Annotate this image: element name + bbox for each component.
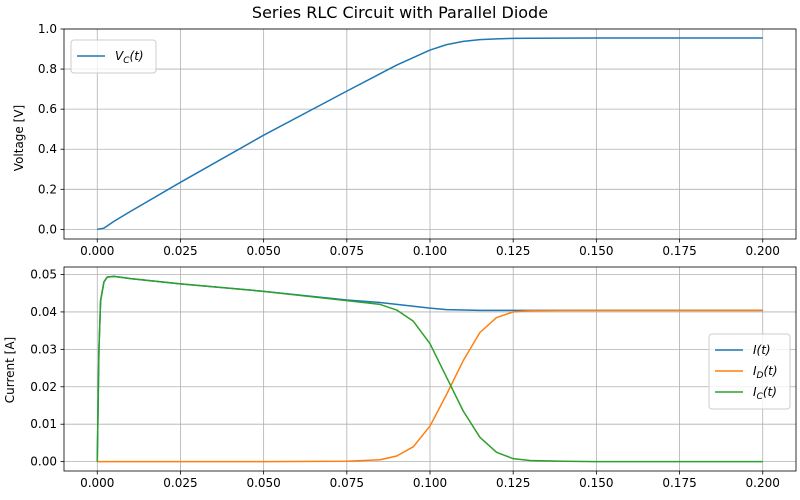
voltage-y-tick-label: 1.0 [38, 22, 57, 36]
voltage-legend: VC(t) [70, 39, 157, 74]
voltage-x-tick-label: 0.175 [662, 244, 696, 258]
current-y-tick-label: 0.04 [30, 305, 57, 319]
current-y-tick-label: 0.01 [30, 417, 57, 431]
current-x-tick-label: 0.175 [662, 476, 696, 490]
voltage-x-tick-label: 0.125 [496, 244, 530, 258]
current-x-tick-label: 0.025 [163, 476, 197, 490]
current-x-tick-label: 0.000 [80, 476, 114, 490]
voltage-y-tick-label: 0.0 [38, 222, 57, 236]
current-x-tick-label: 0.125 [496, 476, 530, 490]
figure-title: Series RLC Circuit with Parallel Diode [252, 3, 548, 22]
current-legend-frame [708, 333, 791, 410]
current-y-tick-label: 0.02 [30, 380, 57, 394]
voltage-x-tick-label: 0.000 [80, 244, 114, 258]
voltage-x-tick-label: 0.075 [330, 244, 364, 258]
current-y-tick-label: 0.00 [30, 455, 57, 469]
voltage-legend-frame [70, 39, 157, 74]
current-legend-entry-i-d: ID(t) [753, 364, 778, 381]
voltage-y-tick-label: 0.2 [38, 182, 57, 196]
current-x-tick-label: 0.150 [579, 476, 613, 490]
voltage-legend-entry-v-c: VC(t) [115, 49, 144, 66]
voltage-x-tick-label: 0.100 [413, 244, 447, 258]
voltage-x-tick-label: 0.050 [246, 244, 280, 258]
current-panel: Current [A] 0.000 0.025 0.050 0.075 0.100 0.1… [3, 266, 797, 490]
current-y-tick-label: 0.03 [30, 342, 57, 356]
voltage-x-tick-label: 0.200 [746, 244, 780, 258]
current-y-axis-label: Current [A] [3, 337, 17, 403]
current-y-tick-label: 0.05 [30, 267, 57, 281]
voltage-x-tick-label: 0.025 [163, 244, 197, 258]
current-x-tick-label: 0.050 [246, 476, 280, 490]
current-legend-entry-i-c: IC(t) [753, 385, 777, 402]
voltage-y-axis-label: Voltage [V] [12, 105, 26, 171]
voltage-x-tick-label: 0.150 [579, 244, 613, 258]
voltage-panel: Voltage [V] 0.000 0.025 0.050 0.075 0.100 0.1… [12, 22, 797, 258]
current-legend: I(t) ID(t) IC(t) [708, 333, 791, 410]
voltage-y-tick-label: 0.6 [38, 102, 57, 116]
voltage-y-tick-label: 0.4 [38, 142, 57, 156]
voltage-y-tick-label: 0.8 [38, 62, 57, 76]
current-x-tick-label: 0.100 [413, 476, 447, 490]
current-legend-entry-i: I(t) [753, 343, 771, 357]
voltage-series-line-v-c [97, 37, 763, 231]
current-x-tick-label: 0.200 [746, 476, 780, 490]
current-series-line-i-d [97, 309, 763, 463]
current-series-line-i-c [96, 275, 763, 463]
current-x-tick-label: 0.075 [330, 476, 364, 490]
